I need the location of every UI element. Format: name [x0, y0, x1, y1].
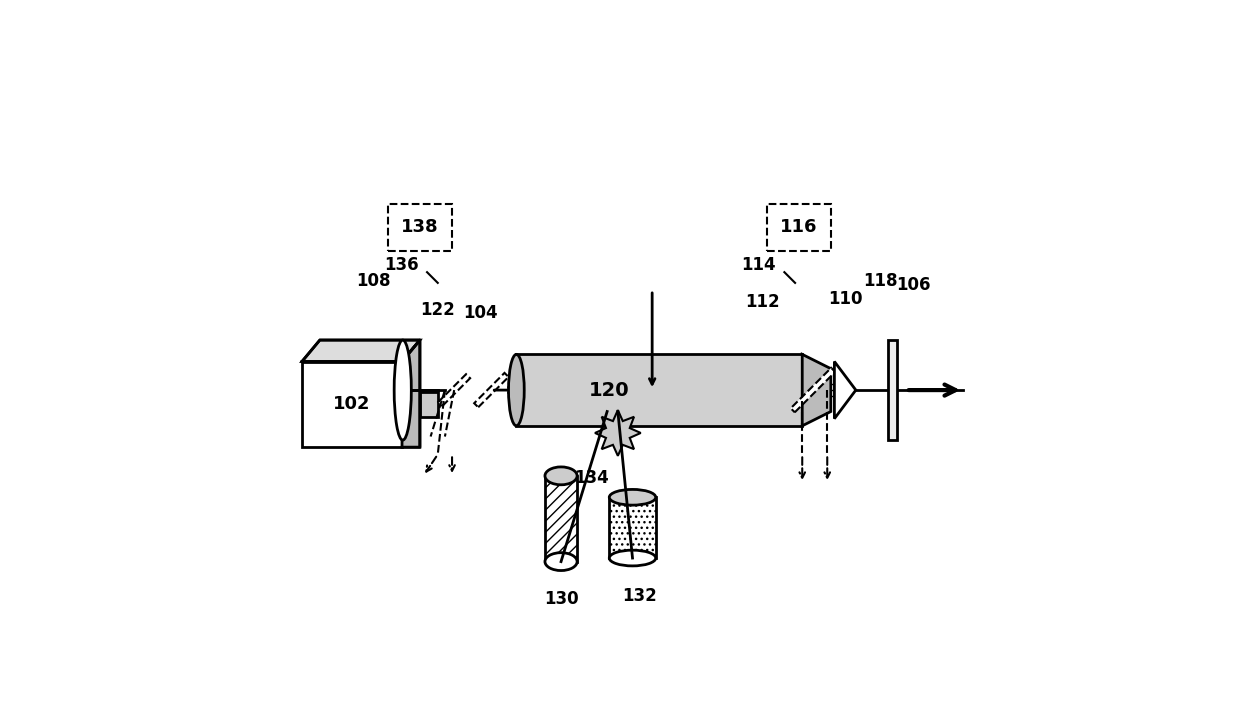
Text: 118: 118: [863, 272, 898, 290]
FancyBboxPatch shape: [303, 362, 402, 448]
Text: 134: 134: [574, 469, 609, 487]
Text: 114: 114: [742, 256, 776, 274]
Polygon shape: [438, 375, 470, 406]
Polygon shape: [791, 368, 836, 412]
Text: 104: 104: [464, 304, 498, 322]
Polygon shape: [474, 373, 508, 407]
Ellipse shape: [544, 467, 577, 485]
FancyBboxPatch shape: [388, 205, 453, 251]
Ellipse shape: [394, 340, 412, 440]
Ellipse shape: [609, 489, 656, 505]
Polygon shape: [595, 410, 641, 455]
Text: 136: 136: [384, 256, 418, 274]
Text: 138: 138: [401, 218, 439, 236]
Text: 130: 130: [543, 590, 578, 608]
Text: 116: 116: [780, 218, 817, 236]
Text: 102: 102: [334, 395, 371, 414]
FancyBboxPatch shape: [516, 354, 802, 426]
Polygon shape: [402, 340, 420, 448]
Polygon shape: [303, 340, 420, 362]
Text: 112: 112: [745, 294, 780, 312]
Ellipse shape: [544, 552, 577, 570]
Text: 120: 120: [589, 380, 630, 400]
Polygon shape: [835, 362, 856, 419]
Ellipse shape: [508, 354, 525, 426]
FancyBboxPatch shape: [766, 205, 831, 251]
Text: 122: 122: [420, 301, 455, 319]
FancyBboxPatch shape: [888, 340, 897, 440]
Text: 108: 108: [356, 272, 391, 290]
Text: 106: 106: [895, 275, 930, 294]
Text: 132: 132: [622, 586, 657, 604]
Polygon shape: [802, 354, 831, 426]
Text: 110: 110: [828, 290, 862, 308]
Ellipse shape: [609, 550, 656, 566]
FancyBboxPatch shape: [544, 476, 577, 562]
FancyBboxPatch shape: [420, 392, 438, 417]
FancyBboxPatch shape: [609, 497, 656, 558]
